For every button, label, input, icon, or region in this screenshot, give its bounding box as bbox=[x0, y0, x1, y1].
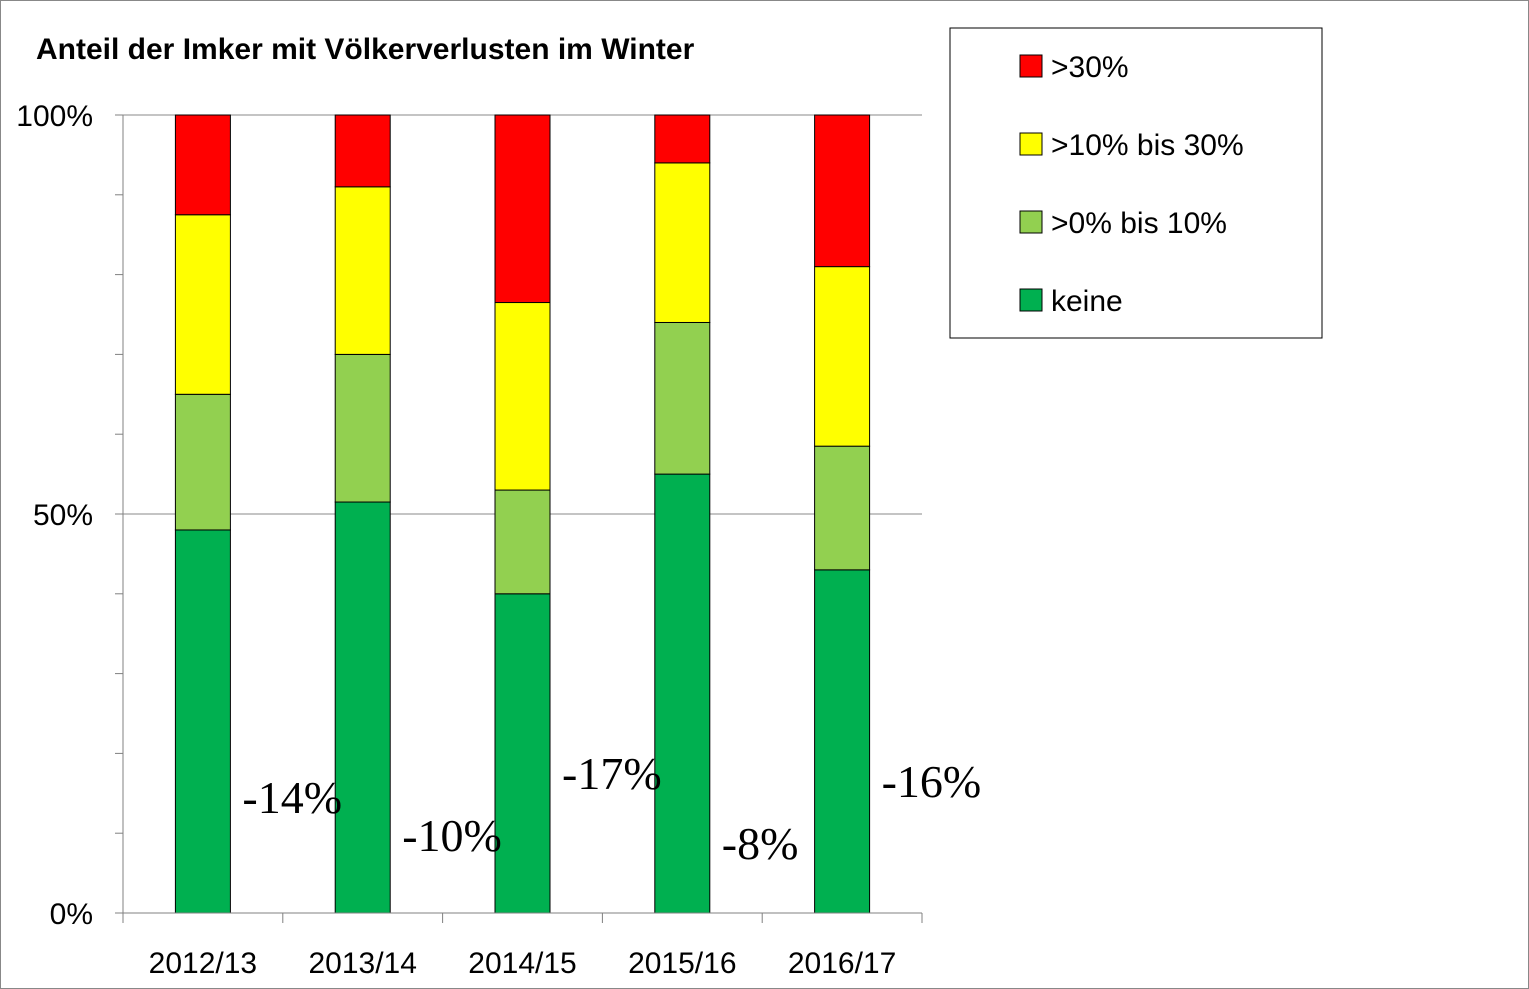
loss-annotation: -10% bbox=[402, 810, 502, 861]
loss-annotation: -8% bbox=[722, 818, 799, 869]
loss-annotation: -14% bbox=[242, 772, 342, 823]
bar-2015-16-10-bis-30 bbox=[654, 162, 711, 323]
annotations: -14% -10% -17% -8% -16% bbox=[242, 748, 981, 869]
bar-2016-17-30 bbox=[814, 114, 871, 268]
legend-swatch bbox=[1019, 54, 1043, 78]
bar-2015-16-30 bbox=[654, 114, 711, 164]
bar-2012-13-keine bbox=[174, 529, 231, 914]
bar-2013-14-30 bbox=[334, 114, 391, 188]
bar-2013-14-0-bis-10 bbox=[334, 353, 391, 503]
legend-label: >30% bbox=[1051, 51, 1129, 84]
legend-label: >0% bis 10% bbox=[1051, 207, 1227, 240]
loss-annotation: -17% bbox=[562, 748, 662, 799]
legend-label: >10% bis 30% bbox=[1051, 129, 1244, 162]
bar-2012-13-30 bbox=[174, 114, 231, 216]
legend-swatch bbox=[1019, 288, 1043, 312]
x-tick-label: 2013/14 bbox=[308, 947, 416, 980]
legend-label: keine bbox=[1051, 285, 1123, 318]
bar-2016-17-keine bbox=[814, 569, 871, 914]
bar-2012-13-0-bis-10 bbox=[174, 393, 231, 531]
y-tick-label: 50% bbox=[33, 499, 93, 532]
bar-2013-14-keine bbox=[334, 501, 391, 914]
chart-title: Anteil der Imker mit Völkerverlusten im … bbox=[36, 33, 695, 66]
bars bbox=[174, 114, 871, 914]
axes: 0% 50% 100% 2012/13 2013/14 2014/15 2015/16 201… bbox=[16, 100, 923, 980]
bar-2014-15-keine bbox=[494, 593, 551, 914]
bar-2014-15-30 bbox=[494, 114, 551, 304]
bar-2014-15-10-bis-30 bbox=[494, 302, 551, 491]
bar-2012-13-10-bis-30 bbox=[174, 214, 231, 395]
x-tick-label: 2015/16 bbox=[628, 947, 736, 980]
bar-2016-17-10-bis-30 bbox=[814, 266, 871, 447]
bar-2016-17-0-bis-10 bbox=[814, 445, 871, 571]
bar-2013-14-10-bis-30 bbox=[334, 186, 391, 355]
legend-swatch bbox=[1019, 132, 1043, 156]
bar-2015-16-keine bbox=[654, 473, 711, 914]
legend-swatch bbox=[1019, 210, 1043, 234]
bar-2014-15-0-bis-10 bbox=[494, 489, 551, 595]
y-tick-label: 0% bbox=[50, 898, 93, 931]
legend-box bbox=[949, 27, 1323, 339]
loss-annotation: -16% bbox=[882, 756, 982, 807]
legend: >30% >10% bis 30% >0% bis 10% keine bbox=[949, 27, 1323, 339]
x-tick-label: 2012/13 bbox=[149, 947, 257, 980]
x-tick-label: 2016/17 bbox=[788, 947, 896, 980]
y-tick-label: 100% bbox=[16, 100, 93, 133]
x-tick-label: 2014/15 bbox=[468, 947, 576, 980]
bar-2015-16-0-bis-10 bbox=[654, 321, 711, 475]
